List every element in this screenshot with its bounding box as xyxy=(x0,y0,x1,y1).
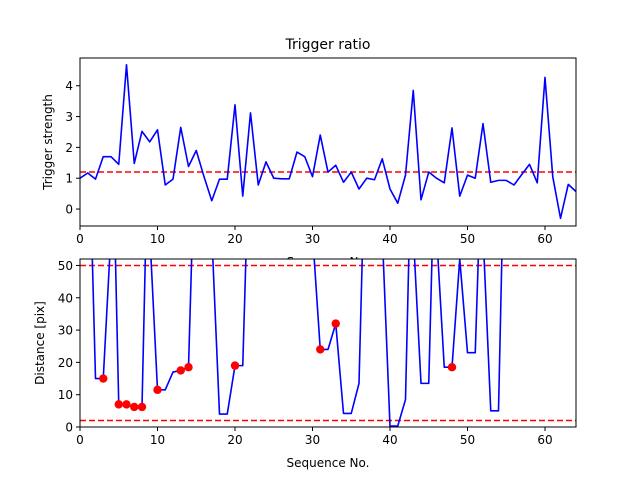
bottom-x-axis-label: Sequence No. xyxy=(287,456,370,470)
top-y-tick-label: 2 xyxy=(65,141,73,155)
top-y-tick-label: 0 xyxy=(65,203,73,217)
bot-y-tick-label: 50 xyxy=(58,259,73,273)
top-x-tick-label: 0 xyxy=(76,232,84,246)
bot-x-tick-label: 60 xyxy=(537,433,552,447)
bottom-axes-background xyxy=(80,259,576,427)
bot-marker-point-11 xyxy=(447,363,457,372)
bot-x-tick-label: 30 xyxy=(305,433,320,447)
bot-marker-point-7 xyxy=(184,363,193,372)
top-chart-title: Trigger ratio xyxy=(284,37,370,53)
bot-marker-point-5 xyxy=(153,385,162,395)
distance-panel: 0 10 20 30 40 50 60 0 10 20 30 40 50 Sequence No. D… xyxy=(33,258,577,470)
bot-y-tick-label: 40 xyxy=(58,291,73,305)
top-x-tick-label: 10 xyxy=(150,232,165,246)
bot-marker-point-0 xyxy=(99,374,108,383)
bottom-y-axis-label: Distance [pix] xyxy=(33,301,47,385)
bot-marker-point-1 xyxy=(114,400,123,409)
bot-marker-point-2 xyxy=(122,400,131,409)
top-x-tick-label: 40 xyxy=(382,232,397,246)
top-x-ticks: 0 10 20 30 40 50 60 xyxy=(76,226,553,246)
bottom-axes-frame xyxy=(79,258,577,428)
bot-x-tick-label: 50 xyxy=(460,433,475,447)
bot-x-tick-label: 10 xyxy=(150,433,165,447)
top-axes-frame xyxy=(79,57,577,227)
bot-y-tick-label: 30 xyxy=(58,324,73,338)
bot-marker-point-8 xyxy=(230,361,240,370)
bottom-y-ticks: 0 10 20 30 40 50 xyxy=(58,259,80,435)
bot-x-tick-label: 0 xyxy=(76,433,84,447)
top-y-ticks: 0 1 2 3 4 xyxy=(65,79,80,217)
top-x-tick-label: 60 xyxy=(537,232,552,246)
top-y-tick-label: 1 xyxy=(65,172,73,186)
top-y-tick-label: 4 xyxy=(65,79,73,93)
bot-marker-point-10 xyxy=(331,319,340,328)
bot-y-tick-label: 10 xyxy=(58,388,73,402)
top-x-tick-label: 50 xyxy=(460,232,475,246)
top-x-tick-label: 30 xyxy=(305,232,320,246)
top-y-tick-label: 3 xyxy=(65,110,73,124)
top-y-axis-label: Trigger strength xyxy=(41,94,55,191)
top-plot-area xyxy=(80,63,576,220)
bot-y-tick-label: 20 xyxy=(58,356,73,370)
bottom-x-ticks: 0 10 20 30 40 50 60 xyxy=(76,427,553,447)
bot-x-tick-label: 40 xyxy=(382,433,397,447)
bot-marker-point-9 xyxy=(316,345,325,354)
bot-y-tick-label: 0 xyxy=(65,421,73,435)
top-x-tick-label: 20 xyxy=(227,232,242,246)
bot-series-line-0 xyxy=(91,259,503,427)
bot-marker-point-3 xyxy=(130,402,139,412)
top-series-line-0 xyxy=(80,63,576,220)
bot-x-tick-label: 20 xyxy=(227,433,242,447)
bot-marker-point-6 xyxy=(176,366,185,375)
bot-marker-point-4 xyxy=(137,402,147,412)
bottom-plot-area xyxy=(80,259,576,427)
